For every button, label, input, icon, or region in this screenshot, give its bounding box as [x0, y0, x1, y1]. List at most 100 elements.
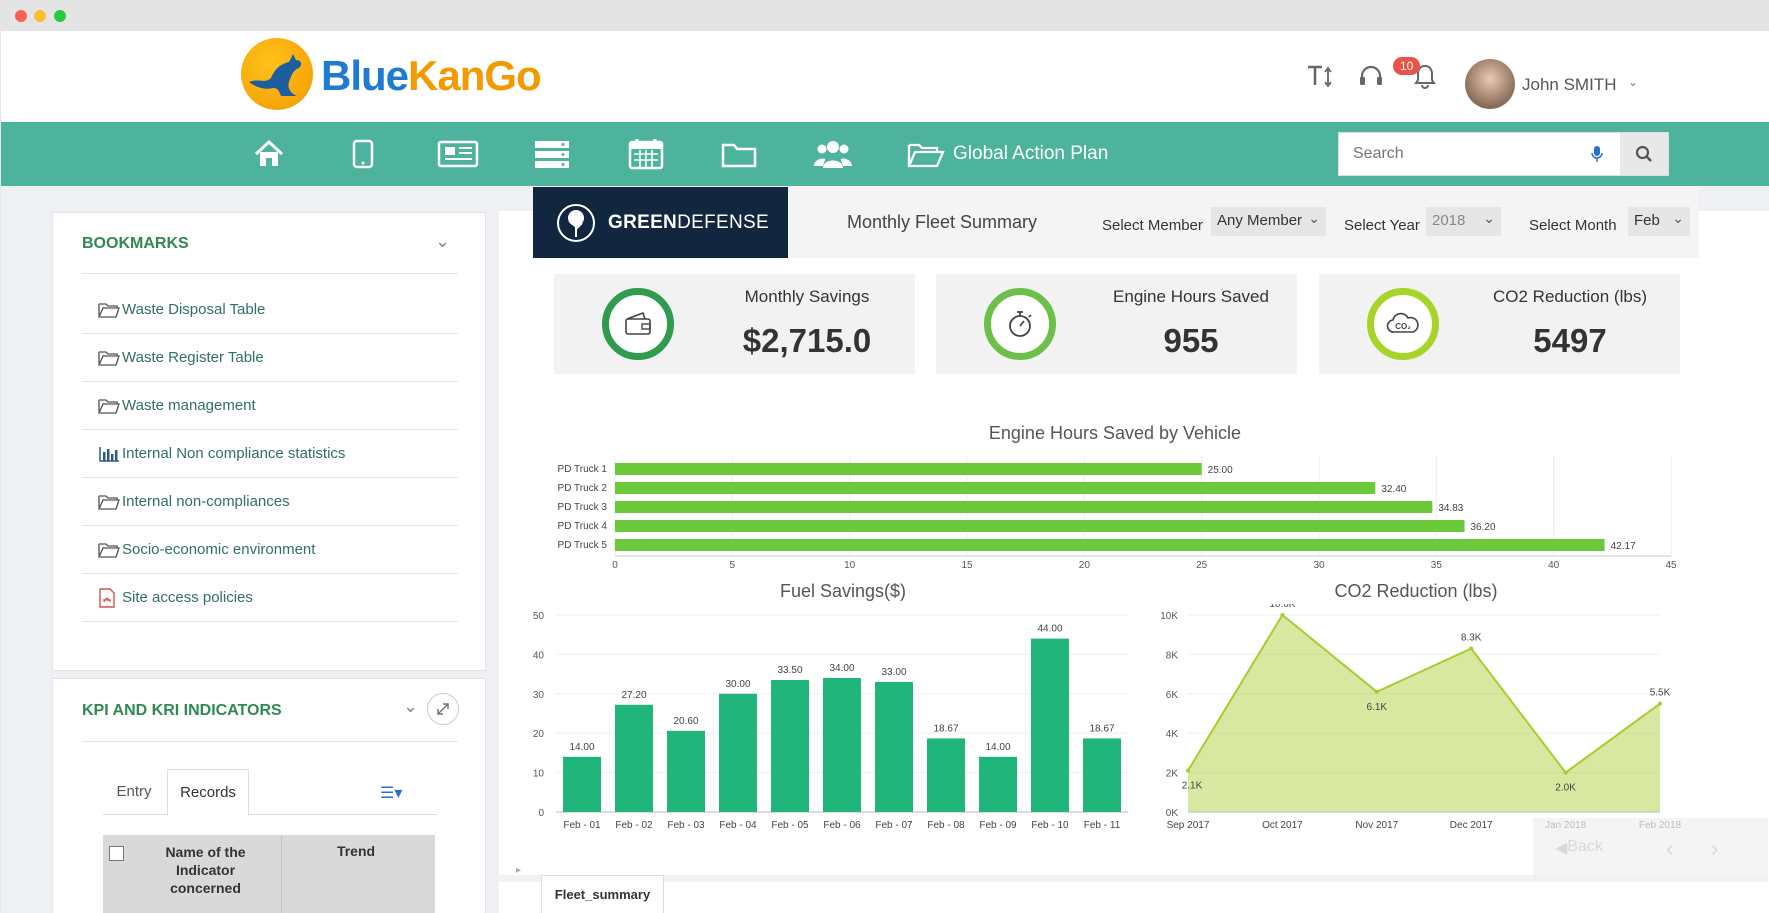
x-tick-label: Feb - 01 [563, 820, 601, 831]
prev-arrow-icon[interactable]: ‹ [1666, 836, 1674, 861]
x-tick-label: 5 [730, 560, 736, 571]
bookmark-item[interactable]: Internal Non compliance statistics [82, 430, 458, 478]
bell-icon[interactable] [1408, 59, 1442, 93]
bookmark-label: Internal Non compliance statistics [122, 445, 346, 462]
tab-records[interactable]: Records [167, 769, 249, 815]
list-menu-icon[interactable]: ☰▾ [380, 785, 403, 802]
divider [82, 273, 458, 274]
y-tick-label: 40 [533, 650, 545, 661]
column-header-name[interactable]: Name of the Indicator concerned [165, 844, 246, 896]
chevron-down-icon[interactable]: ⌄ [403, 696, 419, 716]
kpi-card-monthly-savings: Monthly Savings $2,715.0 [554, 274, 915, 374]
data-label: 27.20 [621, 690, 646, 701]
kpi-value: $2,715.0 [742, 322, 872, 359]
chevron-down-icon[interactable]: ⌄ [435, 231, 451, 251]
data-label: 20.60 [673, 716, 698, 727]
y-tick-label: 4K [1166, 729, 1179, 740]
calendar-icon[interactable] [628, 136, 664, 172]
folder-icon[interactable] [721, 136, 757, 172]
data-label: 33.00 [881, 667, 906, 678]
data-label: 36.20 [1470, 522, 1495, 533]
open-folder-icon [907, 143, 945, 168]
folder-icon [98, 542, 120, 558]
bookmark-item[interactable]: Waste Disposal Table [82, 286, 458, 334]
data-label: 34.00 [829, 663, 854, 674]
text-size-icon[interactable] [1303, 59, 1337, 93]
y-tick-label: 6K [1166, 690, 1179, 701]
data-label: 18.67 [1089, 723, 1114, 734]
microphone-icon[interactable] [1591, 145, 1603, 168]
fuel-savings-chart: 0 10 20 30 40 50 14.00 Feb - 01 27.20 Feb - 02 20.… [533, 611, 1128, 831]
bar [563, 756, 601, 812]
bookmark-item[interactable]: Socio-economic environment [82, 526, 458, 574]
maximize-window-button[interactable] [54, 10, 66, 22]
brand-bold: GREEN [608, 211, 678, 233]
data-label: 5.5K [1650, 688, 1671, 699]
data-point [1374, 689, 1379, 694]
search-input[interactable] [1339, 133, 1619, 175]
search-icon [1635, 145, 1652, 162]
x-tick-label: Dec 2017 [1450, 820, 1493, 831]
news-icon[interactable] [437, 136, 479, 172]
logo-text: BlueKanGo [321, 52, 542, 99]
bookmark-item[interactable]: Waste Register Table [82, 334, 458, 382]
headset-icon[interactable] [1354, 59, 1388, 93]
chart-title-fuel-savings: Fuel Savings($) [779, 581, 907, 601]
member-filter-label: Select Member [1102, 217, 1203, 234]
y-tick-label: 8K [1166, 650, 1179, 661]
kpi-card-engine-hours: Engine Hours Saved 955 [936, 274, 1297, 374]
data-label: 10.0K [1269, 604, 1295, 610]
y-tick-label: 30 [533, 690, 545, 701]
select-all-checkbox[interactable] [109, 846, 124, 861]
tablet-icon[interactable] [351, 136, 375, 172]
chevron-down-icon[interactable]: ⌄ [1628, 75, 1639, 89]
x-tick-label: Nov 2017 [1355, 820, 1398, 831]
y-tick-label: 0K [1166, 808, 1179, 819]
triangle-right-icon[interactable]: ▸ [516, 865, 522, 876]
y-tick-label: 2K [1166, 769, 1179, 780]
list-icon[interactable] [533, 136, 571, 172]
minimize-window-button[interactable] [34, 10, 46, 22]
global-action-plan-link[interactable]: Global Action Plan [907, 136, 1108, 172]
close-window-button[interactable] [15, 10, 27, 22]
bookmark-item[interactable]: Waste management [82, 382, 458, 430]
data-label: 2.1K [1182, 781, 1203, 792]
data-label: 44.00 [1037, 624, 1062, 635]
stopwatch-icon [984, 288, 1056, 360]
x-tick-label: 30 [1313, 560, 1325, 571]
data-point [1280, 613, 1285, 617]
bookmark-item[interactable]: Site access policies [82, 574, 458, 622]
user-name[interactable]: John SMITH [1522, 75, 1617, 94]
home-icon[interactable] [252, 136, 286, 172]
expand-button[interactable] [427, 693, 459, 725]
records-table-header: Name of the Indicator concerned Trend [103, 835, 435, 913]
kangaroo-logo-icon [241, 38, 313, 110]
back-button[interactable]: ◀ Back [1555, 838, 1603, 857]
tab-entry[interactable]: Entry [116, 783, 152, 800]
tab-fleet-summary[interactable]: Fleet_summary [541, 875, 664, 913]
bar-chart-icon [98, 446, 120, 462]
data-point [1186, 768, 1190, 773]
chevron-down-icon: ⌄ [1483, 210, 1495, 226]
users-icon[interactable] [813, 136, 853, 172]
member-select[interactable]: Any Member ⌄ [1211, 207, 1326, 236]
x-tick-label: Feb - 05 [771, 820, 809, 831]
x-tick-label: 25 [1196, 560, 1208, 571]
data-point [1563, 770, 1568, 775]
x-tick-label: 35 [1431, 560, 1443, 571]
bar [667, 730, 705, 812]
avatar[interactable] [1465, 59, 1515, 109]
bar [1031, 638, 1069, 812]
next-arrow-icon[interactable]: › [1711, 836, 1719, 861]
folder-icon [98, 494, 120, 510]
month-filter-label: Select Month [1529, 217, 1617, 234]
chart-title-engine-hours: Engine Hours Saved by Vehicle [988, 423, 1242, 443]
bookmark-item[interactable]: Internal non-compliances [82, 478, 458, 526]
month-select[interactable]: Feb ⌄ [1628, 207, 1690, 236]
column-header-trend[interactable]: Trend [336, 843, 376, 859]
year-select[interactable]: 2018 ⌄ [1426, 207, 1501, 236]
brand-light: DEFENSE [677, 211, 769, 233]
bluekango-logo[interactable]: BlueKanGo [241, 38, 546, 114]
data-label: 34.83 [1438, 503, 1463, 514]
search-button[interactable] [1620, 133, 1668, 175]
